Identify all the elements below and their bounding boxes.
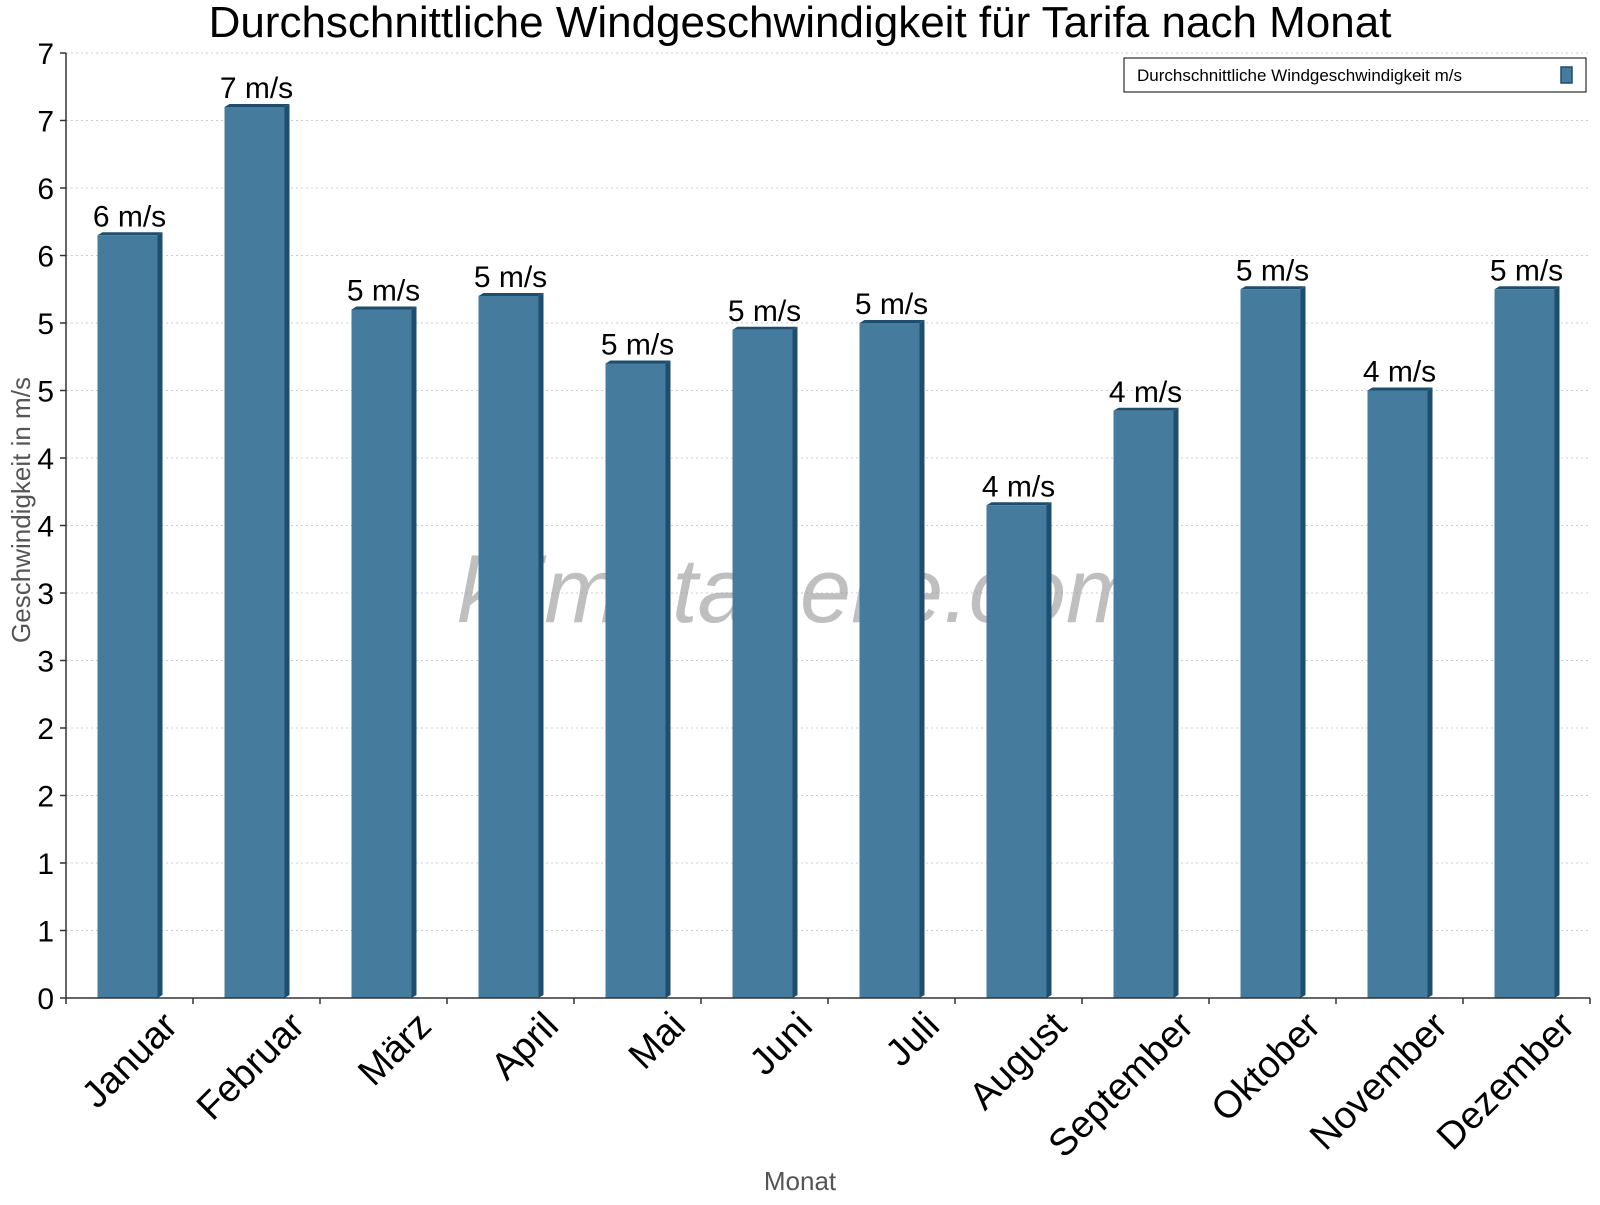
bar-top (1367, 387, 1433, 391)
data-label: 5 m/s (855, 288, 928, 321)
data-label: 5 m/s (601, 329, 674, 362)
bar-side (919, 320, 925, 998)
bar-side (157, 232, 163, 998)
bar-top (478, 293, 544, 296)
bar-1 (97, 232, 163, 998)
x-tick-label: Januar (74, 1004, 186, 1116)
y-tick-label: 1 (37, 848, 54, 881)
bar-top (1113, 407, 1179, 411)
bar-top (605, 360, 671, 364)
data-label: 5 m/s (474, 261, 547, 294)
bar-side (665, 360, 671, 998)
bar-5 (605, 360, 671, 998)
bar-front (224, 107, 285, 998)
bar-front (351, 309, 412, 998)
x-tick-label: Juni (742, 1005, 821, 1084)
bar-top (732, 326, 798, 330)
bar-side (1173, 407, 1179, 998)
data-label: 5 m/s (1490, 254, 1563, 287)
bar-side (284, 104, 290, 998)
legend-box (1123, 57, 1587, 93)
y-tick-label: 7 (37, 106, 54, 139)
y-tick-label: 2 (37, 713, 54, 746)
bar-front (478, 296, 539, 998)
data-labels: 6 m/s 7 m/s 5 m/s 5 m/s 5 m/s 5 m/s 5 m/s 4 m/s… (93, 72, 1563, 503)
data-label: 5 m/s (347, 275, 420, 308)
bar-2 (224, 104, 290, 998)
bar-4 (478, 293, 544, 998)
bar-10 (1240, 286, 1306, 998)
bar-front (1494, 289, 1555, 998)
x-tick-label: Oktober (1204, 1004, 1330, 1130)
bar-front (1240, 289, 1301, 998)
data-label: 4 m/s (1109, 376, 1182, 409)
data-label: 4 m/s (982, 470, 1055, 503)
y-tick-label: 3 (37, 578, 54, 611)
bar-12 (1494, 286, 1560, 998)
y-tick-label: 1 (37, 916, 54, 949)
y-tick-label: 5 (37, 376, 54, 409)
bar-side (411, 306, 417, 998)
y-tick-label: 5 (37, 308, 54, 341)
data-label: 5 m/s (1236, 254, 1309, 287)
y-tick-label: 2 (37, 781, 54, 814)
bar-side (1554, 286, 1560, 998)
bar-8 (986, 502, 1052, 998)
bar-top (224, 104, 290, 107)
x-tick-label: Juli (878, 1005, 948, 1075)
y-axis-label: Geschwindigkeit in m/s (6, 377, 36, 643)
y-tick-label: 4 (37, 511, 54, 544)
grid-lines (66, 52, 1590, 931)
x-tick-label: August (962, 1004, 1076, 1118)
bar-6 (732, 326, 798, 998)
bar-front (732, 329, 793, 998)
data-label: 5 m/s (728, 295, 801, 328)
bar-front (986, 505, 1047, 998)
bar-top (97, 232, 163, 236)
bar-top (986, 502, 1052, 506)
bar-side (1427, 387, 1433, 998)
x-tick-label: November (1302, 1004, 1456, 1158)
data-label: 4 m/s (1363, 356, 1436, 389)
bar-top (351, 306, 417, 310)
y-tick-label: 6 (37, 241, 54, 274)
bar-top (859, 320, 925, 323)
x-tick-label: Dezember (1429, 1004, 1583, 1158)
bar-11 (1367, 387, 1433, 998)
legend: Durchschnittliche Windgeschwindigkeit m/… (1123, 57, 1587, 93)
bar-3 (351, 306, 417, 998)
bar-side (538, 293, 544, 998)
legend-swatch (1560, 66, 1573, 84)
x-axis-label: Monat (764, 1166, 837, 1196)
legend-label: Durchschnittliche Windgeschwindigkeit m/… (1137, 66, 1462, 85)
bar-front (605, 363, 666, 998)
x-tick-label: März (350, 1005, 439, 1094)
x-tick-label: Mai (621, 1005, 694, 1078)
y-tick-label: 4 (37, 443, 54, 476)
bar-front (97, 235, 158, 998)
y-tick-label: 7 (37, 38, 54, 71)
bar-7 (859, 320, 925, 998)
bar-front (859, 323, 920, 998)
y-tick-label: 3 (37, 646, 54, 679)
axes (60, 52, 1591, 1004)
bar-side (1046, 502, 1052, 998)
data-label: 6 m/s (93, 200, 166, 233)
y-tick-label: 6 (37, 173, 54, 206)
bar-top (1494, 286, 1560, 290)
bar-side (792, 326, 798, 998)
bar-side (1300, 286, 1306, 998)
bar-series (97, 104, 1560, 998)
data-label: 7 m/s (220, 72, 293, 105)
x-tick-label: April (483, 1005, 566, 1088)
y-tick-label: 0 (37, 983, 54, 1016)
bar-9 (1113, 407, 1179, 998)
bar-front (1367, 390, 1428, 998)
chart-title: Durchschnittliche Windgeschwindigkeit fü… (209, 0, 1392, 47)
bar-top (1240, 286, 1306, 290)
x-tick-label: Februar (189, 1004, 313, 1128)
bar-front (1113, 410, 1174, 998)
